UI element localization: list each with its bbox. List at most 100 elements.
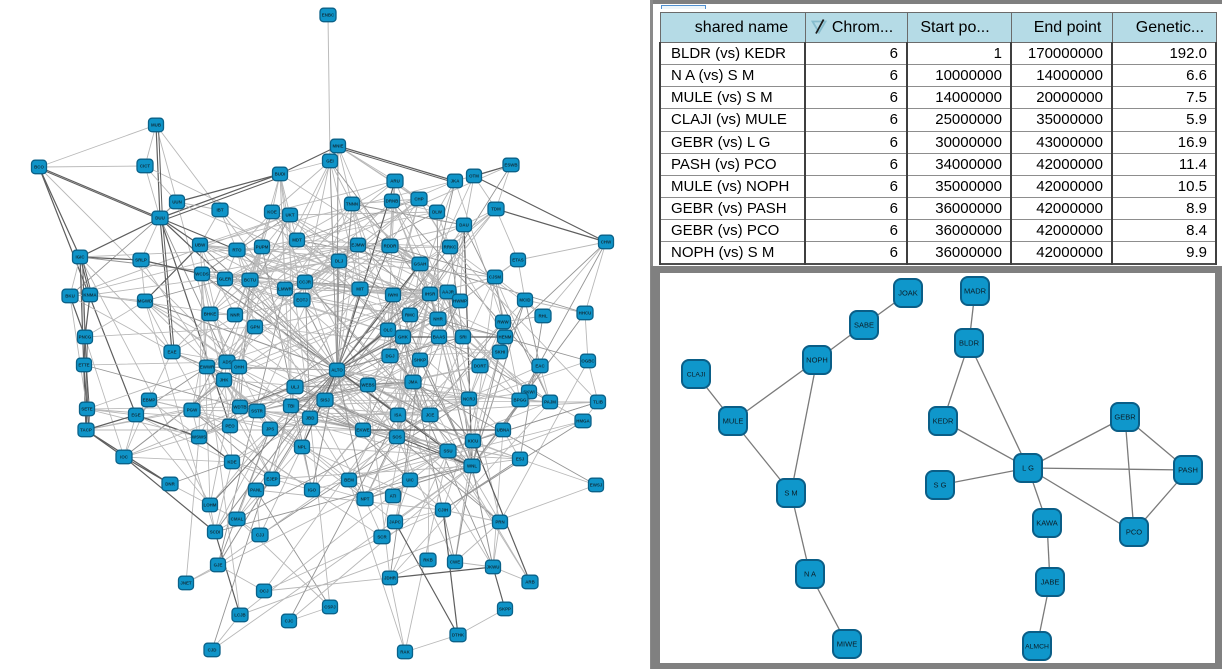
svg-text:N A: N A (804, 570, 816, 579)
svg-text:NNR: NNR (230, 312, 240, 317)
svg-text:CLAJI: CLAJI (687, 372, 706, 379)
svg-text:JKA: JKA (451, 178, 461, 183)
svg-text:CSPJ: CSPJ (324, 604, 336, 609)
svg-text:ETTE: ETTE (78, 362, 89, 367)
svg-text:HHCU: HHCU (579, 310, 592, 315)
svg-text:TLIB: TLIB (593, 399, 603, 404)
svg-text:EAE: EAE (167, 349, 176, 354)
svg-text:S M: S M (784, 489, 797, 498)
svg-text:DUU: DUU (155, 215, 165, 220)
svg-text:SKHI: SKHI (495, 349, 506, 354)
svg-text:BCO: BCO (34, 164, 44, 169)
svg-text:HWMP: HWMP (453, 298, 467, 303)
svg-text:CHW: CHW (601, 239, 612, 244)
svg-text:BLDR: BLDR (959, 339, 980, 348)
svg-text:KDE: KDE (227, 459, 236, 464)
svg-text:JAPC: JAPC (389, 519, 402, 524)
svg-text:ULJ: ULJ (291, 384, 300, 389)
svg-text:ATI: ATI (390, 493, 397, 498)
svg-text:CCJR: CCJR (299, 279, 312, 284)
svg-text:OTM: OTM (469, 173, 479, 178)
svg-text:GEI: GEI (326, 158, 334, 163)
svg-text:SKWI: SKWI (523, 389, 534, 394)
svg-text:SETE: SETE (81, 406, 93, 411)
svg-text:WEBS: WEBS (361, 382, 374, 387)
svg-text:SABE: SABE (854, 321, 874, 330)
svg-text:EJEP: EJEP (266, 476, 277, 481)
svg-text:DLJ: DLJ (335, 258, 344, 263)
svg-text:IHSR: IHSR (425, 291, 436, 296)
svg-text:GHK: GHK (398, 334, 409, 339)
svg-text:NOPH: NOPH (806, 356, 828, 365)
svg-text:WDTB: WDTB (233, 404, 246, 409)
svg-text:OLC: OLC (383, 327, 393, 332)
svg-text:EWSJ: EWSJ (590, 482, 603, 487)
svg-text:LCJB: LCJB (234, 612, 245, 617)
svg-text:SRI: SRI (459, 334, 466, 339)
svg-text:SISJ: SISJ (320, 397, 330, 402)
svg-text:RRKC: RRKC (444, 244, 458, 249)
svg-text:GSAH: GSAH (414, 261, 427, 266)
svg-text:JMA: JMA (408, 379, 418, 384)
svg-text:CJIH: CJIH (438, 507, 448, 512)
svg-text:TNNN: TNNN (346, 201, 358, 206)
svg-text:MULE: MULE (723, 417, 744, 426)
svg-text:GJE: GJE (214, 562, 223, 567)
svg-text:IWHI: IWHI (388, 292, 398, 297)
svg-text:MUB: MUB (151, 122, 161, 127)
svg-text:KNMA: KNMA (83, 292, 97, 297)
svg-text:JPS: JPS (266, 426, 274, 431)
svg-text:KOE: KOE (267, 209, 277, 214)
svg-text:PUPM: PUPM (256, 244, 269, 249)
svg-text:PGW: PGW (187, 407, 198, 412)
svg-text:NPL: NPL (298, 444, 307, 449)
svg-text:RKB: RKB (423, 557, 433, 562)
svg-text:JNET: JNET (180, 580, 192, 585)
svg-text:WSWS: WSWS (192, 434, 206, 439)
svg-text:DGJ: DGJ (385, 353, 395, 358)
svg-text:LOHM: LOHM (204, 502, 217, 507)
svg-text:SOS: SOS (392, 434, 401, 439)
svg-text:RTO: RTO (232, 247, 242, 252)
svg-text:ARU: ARU (390, 178, 400, 183)
svg-text:CWE: CWE (450, 559, 460, 564)
svg-text:RAK: RAK (400, 649, 410, 654)
svg-text:TDM: TDM (491, 206, 501, 211)
svg-text:MIWE: MIWE (837, 640, 857, 649)
svg-text:EAC: EAC (535, 363, 545, 368)
svg-text:DTHK: DTHK (452, 632, 465, 637)
svg-text:JBD: JBD (306, 415, 315, 420)
svg-text:DNR: DNR (165, 481, 175, 486)
svg-text:EWWR: EWWR (200, 364, 215, 369)
svg-text:MIT: MIT (356, 286, 364, 291)
svg-text:JCE: JCE (426, 412, 435, 417)
svg-text:BCTU: BCTU (244, 277, 256, 282)
svg-text:DAU: DAU (459, 222, 469, 227)
svg-text:JDHR: JDHR (384, 575, 397, 580)
svg-text:KAWA: KAWA (1036, 519, 1058, 528)
svg-text:S G: S G (934, 481, 947, 490)
svg-text:RMC: RMC (405, 312, 416, 317)
svg-text:SCDI: SCDI (210, 529, 221, 534)
svg-text:JABE: JABE (1041, 578, 1060, 587)
svg-text:GLER: GLER (219, 276, 232, 281)
svg-text:NCRJ: NCRJ (463, 396, 476, 401)
svg-text:WCDS: WCDS (195, 271, 208, 276)
svg-text:DLW: DLW (432, 209, 443, 214)
svg-text:KEDR: KEDR (933, 417, 954, 426)
svg-text:SCR: SCR (377, 534, 387, 539)
svg-text:ESWB: ESWB (504, 162, 517, 167)
svg-text:HMGA: HMGA (576, 418, 590, 423)
svg-text:ESJ: ESJ (516, 456, 525, 461)
svg-text:MCID: MCID (519, 297, 530, 302)
svg-text:EBMP: EBMP (143, 397, 156, 402)
svg-text:DRNB: DRNB (386, 198, 399, 203)
svg-text:PRN: PRN (495, 519, 504, 524)
svg-text:PNCG: PNCG (79, 334, 92, 339)
svg-text:ADS: ADS (222, 359, 231, 364)
svg-text:UBNA: UBNA (497, 427, 511, 432)
svg-text:CHP: CHP (414, 196, 423, 201)
svg-text:ENBC: ENBC (322, 12, 335, 17)
svg-text:OHH: OHH (234, 364, 244, 369)
svg-text:MGWD: MGWD (138, 298, 152, 303)
